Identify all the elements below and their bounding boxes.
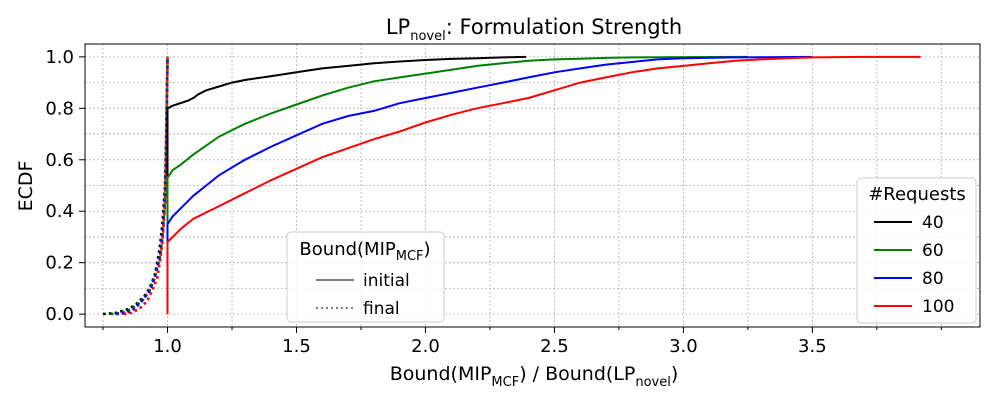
x-tick-label-2: 2.0 bbox=[411, 336, 440, 357]
legend-requests-label-40: 40 bbox=[922, 213, 944, 233]
series-80-initial-line bbox=[166, 55, 813, 315]
legend-initial-label: initial bbox=[363, 271, 410, 291]
y-tick-label-2: 0.4 bbox=[45, 201, 74, 222]
y-tick-label-3: 0.6 bbox=[45, 150, 74, 171]
legend-requests-box bbox=[856, 177, 977, 324]
legend-requests: #Requests 40 60 80 100 bbox=[856, 177, 977, 324]
axis-ticks: 1.0 1.5 2.0 2.5 3.0 3.5 0.0 0.2 0.4 0.6 0.8 1.0 bbox=[45, 47, 942, 357]
legend-bound-box bbox=[286, 231, 445, 323]
legend-final-label: final bbox=[363, 299, 400, 319]
series-60-final-line bbox=[110, 56, 169, 316]
chart-title: LPnovel: Formulation Strength bbox=[386, 15, 682, 44]
series-100-initial-line bbox=[166, 55, 921, 315]
y-tick-label-1: 0.2 bbox=[45, 253, 74, 274]
series-lines bbox=[102, 55, 921, 316]
y-tick-label-4: 0.8 bbox=[45, 98, 74, 119]
plot-frame bbox=[84, 43, 981, 328]
x-tick-label-4: 3.0 bbox=[669, 336, 698, 357]
legend-requests-label-100: 100 bbox=[922, 297, 954, 317]
legend-requests-label-80: 80 bbox=[922, 269, 944, 289]
x-tick-label-1: 1.5 bbox=[282, 336, 311, 357]
series-100-final-line bbox=[123, 56, 169, 316]
series-40-initial-line bbox=[166, 55, 527, 315]
legend-bound: Bound(MIPMCF) initial final bbox=[286, 231, 445, 323]
x-tick-label-5: 3.5 bbox=[798, 336, 827, 357]
x-tick-label-0: 1.0 bbox=[153, 336, 182, 357]
legend-bound-title: Bound(MIPMCF) bbox=[299, 239, 430, 264]
legend-requests-title: #Requests bbox=[868, 184, 966, 205]
y-tick-label-5: 1.0 bbox=[45, 47, 74, 68]
y-axis-title: ECDF bbox=[15, 161, 37, 212]
legend-requests-label-60: 60 bbox=[922, 241, 944, 261]
x-tick-label-3: 2.5 bbox=[540, 336, 569, 357]
y-tick-label-0: 0.0 bbox=[45, 304, 74, 325]
series-60-initial-line bbox=[166, 55, 748, 315]
x-axis-title: Bound(MIPMCF) / Bound(LPnovel) bbox=[390, 363, 679, 390]
